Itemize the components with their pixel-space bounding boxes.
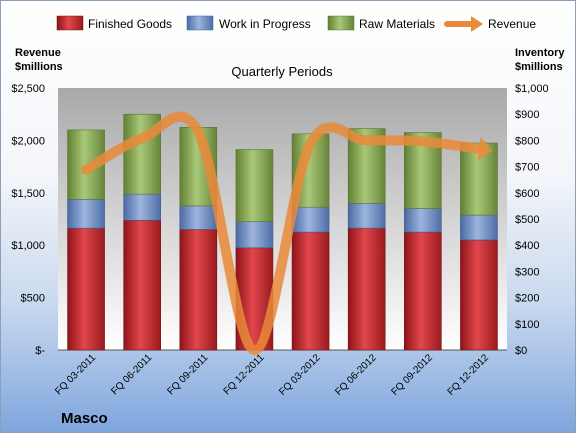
right-axis-label-line2: $millions bbox=[515, 61, 563, 73]
x-tick-label: FQ 03-2012 bbox=[277, 352, 323, 398]
bar-finished-goods-fq-12-2012 bbox=[460, 239, 498, 351]
bar-work-in-progress-fq-12-2012 bbox=[460, 214, 498, 241]
right-tick-label: $200 bbox=[515, 293, 539, 305]
right-tick-label: $400 bbox=[515, 240, 539, 252]
bar-work-in-progress-fq-03-2011 bbox=[67, 199, 105, 229]
legend-label-work-in-progress: Work in Progress bbox=[219, 17, 311, 31]
bar-work-in-progress-fq-09-2012 bbox=[404, 208, 442, 233]
right-tick-label: $100 bbox=[515, 319, 539, 331]
left-tick-label: $2,000 bbox=[11, 135, 45, 147]
right-tick-label: $600 bbox=[515, 188, 539, 200]
bar-finished-goods-fq-03-2011 bbox=[67, 227, 105, 351]
bar-raw-materials-fq-12-2011 bbox=[235, 149, 274, 222]
right-tick-label: $300 bbox=[515, 266, 539, 278]
left-tick-label: $1,500 bbox=[11, 188, 45, 200]
chart-title: Quarterly Periods bbox=[231, 64, 333, 79]
left-axis-ticks: $2,500 $2,000 $1,500 $1,000 $500 $- bbox=[11, 83, 45, 357]
bar-work-in-progress-fq-09-2011 bbox=[179, 205, 218, 230]
revenue-line-group bbox=[81, 111, 493, 355]
right-tick-label: $800 bbox=[515, 135, 539, 147]
legend-swatch-finished-goods bbox=[56, 15, 84, 31]
bar-finished-goods-fq-09-2011 bbox=[179, 229, 218, 351]
legend-label-raw-materials: Raw Materials bbox=[359, 17, 435, 31]
right-tick-label: $1,000 bbox=[515, 83, 549, 95]
x-tick-label: FQ 09-2012 bbox=[389, 352, 435, 398]
bar-finished-goods-fq-06-2012 bbox=[347, 227, 386, 351]
x-tick-label: FQ 12-2012 bbox=[446, 352, 492, 398]
right-axis-ticks: $1,000 $900 $800 $700 $600 $500 $400 $300 $200 $1… bbox=[515, 83, 549, 357]
legend: Finished Goods Work in Progress Raw Mate… bbox=[56, 15, 536, 32]
bar-work-in-progress-fq-06-2011 bbox=[123, 193, 161, 221]
right-tick-label: $900 bbox=[515, 109, 539, 121]
bar-work-in-progress-fq-12-2011 bbox=[235, 221, 274, 249]
bar-finished-goods-fq-06-2011 bbox=[123, 220, 161, 351]
left-tick-label: $500 bbox=[21, 293, 45, 305]
right-tick-label: $700 bbox=[515, 162, 539, 174]
company-name: Masco bbox=[61, 410, 108, 427]
x-tick-label: FQ 09-2011 bbox=[165, 352, 210, 397]
x-tick-label: FQ 03-2011 bbox=[53, 352, 98, 397]
left-tick-label: $2,500 bbox=[11, 83, 45, 95]
x-tick-label: FQ 06-2012 bbox=[333, 352, 379, 398]
left-axis-label-line1: Revenue bbox=[15, 47, 61, 59]
right-tick-label: $500 bbox=[515, 214, 539, 226]
bar-work-in-progress-fq-03-2012 bbox=[291, 206, 330, 233]
x-axis-ticks: FQ 03-2011 FQ 06-2011 FQ 09-2011 FQ 12-2011… bbox=[53, 352, 491, 398]
bar-finished-goods-fq-09-2012 bbox=[404, 231, 442, 351]
left-tick-label: $1,000 bbox=[11, 240, 45, 252]
left-axis-label-line2: $millions bbox=[15, 61, 63, 73]
x-tick-label: FQ 06-2011 bbox=[109, 352, 154, 397]
legend-label-finished-goods: Finished Goods bbox=[88, 17, 172, 31]
right-tick-label: $0 bbox=[515, 345, 527, 357]
legend-swatch-raw-materials bbox=[327, 15, 355, 31]
x-tick-label: FQ 12-2011 bbox=[222, 352, 267, 397]
bar-finished-goods-fq-03-2012 bbox=[291, 231, 330, 351]
left-tick-label: $- bbox=[35, 345, 45, 357]
revenue-line bbox=[81, 111, 484, 355]
legend-arrow-revenue bbox=[471, 16, 483, 32]
legend-label-revenue: Revenue bbox=[488, 17, 536, 31]
bar-work-in-progress-fq-06-2012 bbox=[347, 202, 386, 229]
legend-swatch-work-in-progress bbox=[186, 15, 214, 31]
right-axis-label-line1: Inventory bbox=[515, 47, 565, 59]
revenue-line-arrowhead bbox=[477, 136, 493, 161]
